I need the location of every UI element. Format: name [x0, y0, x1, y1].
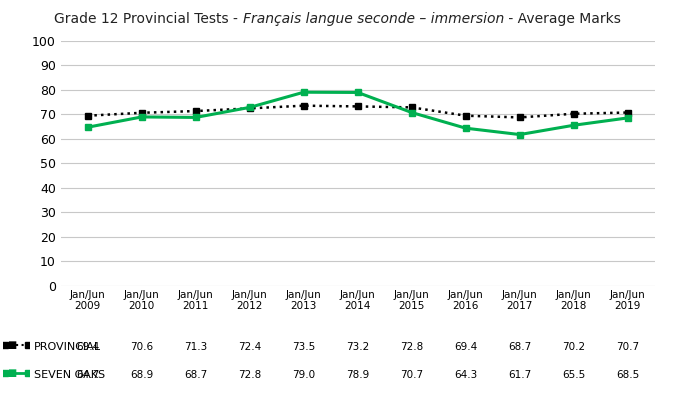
Text: 68.7: 68.7 [508, 342, 531, 352]
Text: ■: ■ [7, 368, 16, 378]
Text: 68.9: 68.9 [130, 370, 153, 380]
Text: 64.3: 64.3 [454, 370, 477, 380]
Text: 70.2: 70.2 [562, 342, 585, 352]
Text: 68.5: 68.5 [616, 370, 639, 380]
Text: - Average Marks: - Average Marks [504, 12, 621, 26]
Text: SEVEN OAKS: SEVEN OAKS [34, 370, 105, 380]
Text: 70.7: 70.7 [400, 370, 423, 380]
Text: 72.8: 72.8 [238, 370, 261, 380]
Text: Français langue seconde – immersion: Français langue seconde – immersion [242, 12, 504, 26]
Text: 70.6: 70.6 [130, 342, 153, 352]
Text: 70.7: 70.7 [616, 342, 639, 352]
Text: ■: ■ [7, 340, 16, 350]
Text: Grade 12 Provincial Tests -: Grade 12 Provincial Tests - [54, 12, 242, 26]
Text: 73.5: 73.5 [292, 342, 315, 352]
Text: 73.2: 73.2 [346, 342, 369, 352]
Text: 72.4: 72.4 [238, 342, 261, 352]
Text: 79.0: 79.0 [292, 370, 315, 380]
Text: 69.4: 69.4 [76, 342, 99, 352]
Text: 68.7: 68.7 [184, 370, 207, 380]
Text: 72.8: 72.8 [400, 342, 423, 352]
Text: 78.9: 78.9 [346, 370, 369, 380]
Text: 65.5: 65.5 [562, 370, 585, 380]
Text: 69.4: 69.4 [454, 342, 477, 352]
Text: 64.7: 64.7 [76, 370, 99, 380]
Text: 71.3: 71.3 [184, 342, 207, 352]
Text: PROVINCIAL: PROVINCIAL [34, 342, 101, 352]
Text: 61.7: 61.7 [508, 370, 531, 380]
